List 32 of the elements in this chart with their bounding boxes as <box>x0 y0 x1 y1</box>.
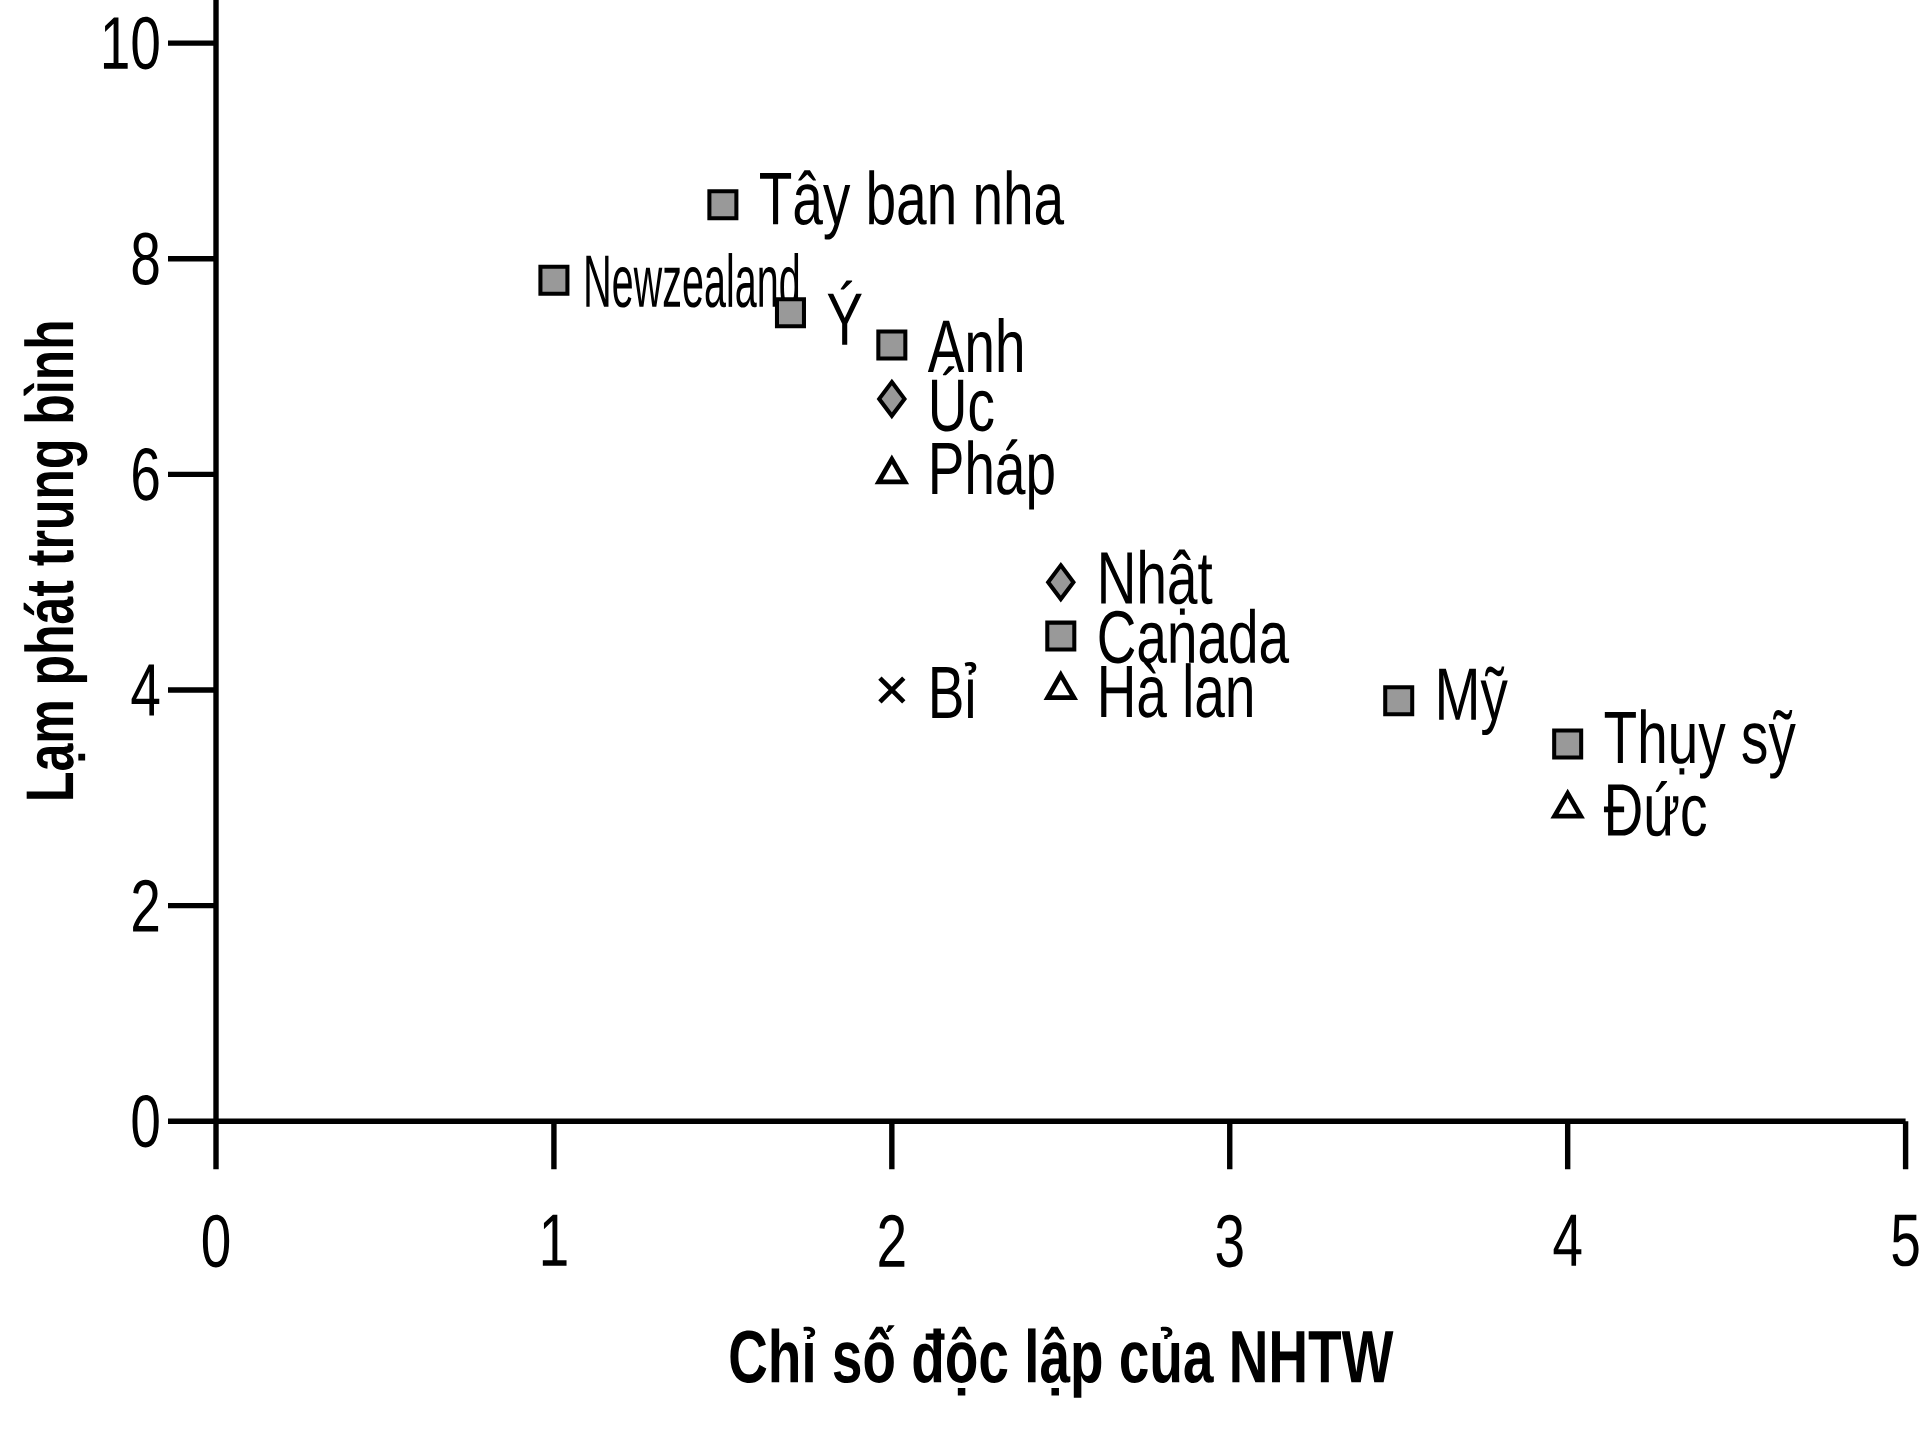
y-tick-label: 4 <box>131 664 160 716</box>
x-tick-label: 5 <box>1892 1214 1919 1267</box>
point <box>1552 728 1584 760</box>
x-axis-title: Chỉ số độc lập của NHTW <box>730 1325 1394 1398</box>
point <box>876 329 908 361</box>
annotation: Bỉ <box>932 661 977 719</box>
annotation: Ý <box>827 280 862 345</box>
annotation: Đức <box>1603 780 1707 837</box>
y-tick-label: 10 <box>103 16 159 70</box>
annotation: Newzealand <box>586 253 799 308</box>
point <box>1046 563 1076 602</box>
annotation: Hà lan <box>1101 662 1252 718</box>
point <box>877 675 907 705</box>
annotation: Mỹ <box>1439 666 1508 736</box>
x-tick-label: 3 <box>1216 1214 1243 1268</box>
point <box>877 380 907 418</box>
y-axis-title: Lạm phát trung bình <box>23 322 88 799</box>
y-tick-label: 2 <box>133 879 159 932</box>
annotation: Pháp <box>932 439 1054 510</box>
point <box>707 189 739 221</box>
y-tick-label: 0 <box>132 1094 159 1148</box>
x-tick-label: 0 <box>202 1214 230 1268</box>
annotation: Tây ban nha <box>760 170 1065 240</box>
y-tick-label: 6 <box>133 448 159 501</box>
point <box>1383 685 1415 717</box>
x-tick-label: 4 <box>1553 1214 1582 1266</box>
x-tick-label: 1 <box>542 1214 567 1266</box>
point <box>538 264 570 296</box>
x-tick-label: 2 <box>879 1214 905 1267</box>
y-tick-label: 8 <box>132 232 159 286</box>
annotation: Thụy sỹ <box>1604 709 1796 779</box>
point <box>1045 620 1077 652</box>
